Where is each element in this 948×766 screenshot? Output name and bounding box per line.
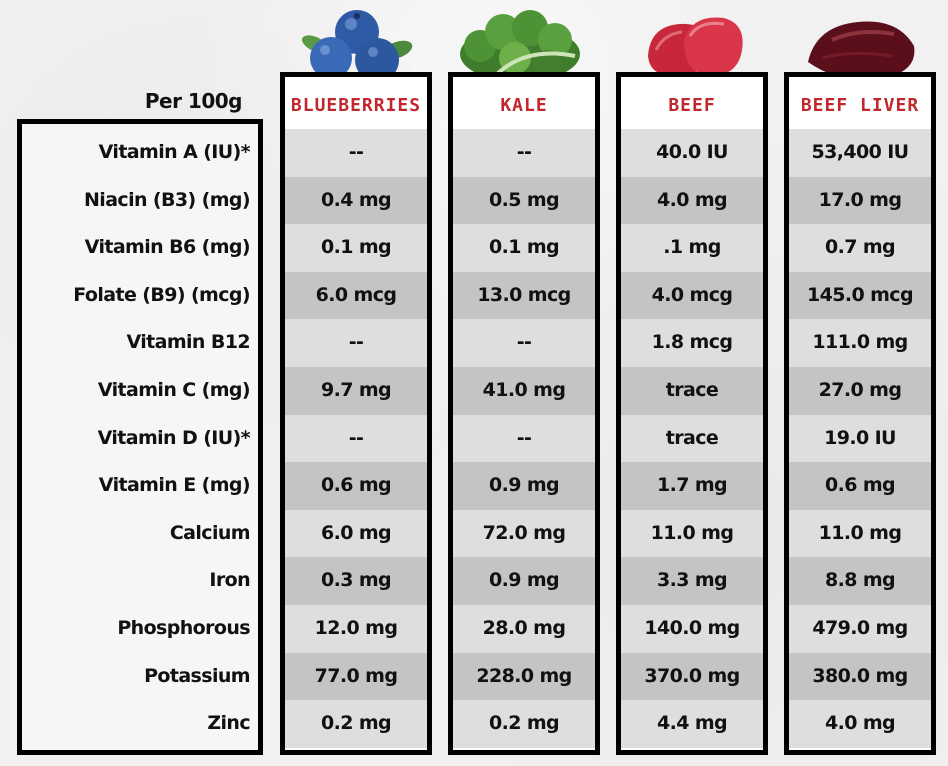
value-cell: 479.0 mg: [789, 605, 931, 653]
value-cell: --: [285, 319, 427, 367]
value-cell: 4.4 mg: [621, 700, 763, 748]
value-cell: trace: [621, 367, 763, 415]
value-cell: 11.0 mg: [789, 509, 931, 558]
value-cell: 0.5 mg: [453, 176, 595, 225]
nutrient-label: Vitamin A (IU)*: [98, 141, 251, 163]
value-cell: 1.8 mcg: [621, 319, 763, 367]
value-cell: 77.0 mg: [285, 652, 427, 701]
value-cell: 9.7 mg: [285, 367, 427, 415]
value-cell: 3.3 mg: [621, 557, 763, 605]
value-cell: 1.7 mg: [621, 462, 763, 510]
value-cell: 380.0 mg: [789, 652, 931, 701]
value-cell: 0.4 mg: [285, 176, 427, 225]
value-cell: 19.0 IU: [789, 414, 931, 463]
value-cell: 12.0 mg: [285, 605, 427, 653]
food-column-beef-liver: BEEF LIVER 53,400 IU 17.0 mg 0.7 mg 145.…: [784, 72, 936, 755]
nutrient-label: Vitamin B6 (mg): [84, 236, 251, 259]
value-cell: 0.1 mg: [453, 224, 595, 272]
food-header: BEEF LIVER: [800, 95, 920, 116]
nutrient-label: Potassium: [144, 664, 251, 687]
food-column-kale: KALE -- 0.5 mg 0.1 mg 13.0 mcg -- 41.0 m…: [448, 72, 600, 755]
value-cell: 40.0 IU: [621, 129, 763, 177]
value-cell: --: [453, 319, 595, 367]
value-cell: trace: [621, 414, 763, 463]
value-cell: --: [453, 414, 595, 463]
value-cell: 28.0 mg: [453, 605, 595, 653]
value-cell: .1 mg: [621, 224, 763, 272]
value-cell: --: [285, 129, 427, 177]
nutrient-label: Phosphorous: [117, 617, 250, 639]
value-cell: 0.2 mg: [453, 700, 595, 748]
food-header: BLUEBERRIES: [290, 95, 422, 116]
value-cell: 72.0 mg: [453, 509, 595, 558]
value-cell: --: [285, 414, 427, 463]
value-cell: 11.0 mg: [621, 509, 763, 558]
value-cell: 0.9 mg: [453, 462, 595, 510]
food-header: KALE: [500, 95, 548, 116]
nutrient-label: Vitamin B12: [126, 331, 250, 354]
nutrient-label: Calcium: [169, 521, 251, 544]
nutrient-label-column: Vitamin A (IU)* Niacin (B3) (mg) Vitamin…: [17, 119, 263, 755]
value-cell: 0.3 mg: [285, 557, 427, 605]
blueberries-icon: [301, 10, 413, 82]
value-cell: 140.0 mg: [621, 605, 763, 653]
value-cell: 13.0 mcg: [453, 271, 595, 320]
value-cell: 228.0 mg: [453, 652, 595, 701]
value-cell: 0.7 mg: [789, 224, 931, 272]
nutrient-label: Iron: [209, 569, 250, 592]
per-100g-label: Per 100g: [144, 89, 243, 113]
food-header: BEEF: [668, 95, 716, 116]
value-cell: 6.0 mg: [285, 509, 427, 558]
value-cell: 111.0 mg: [789, 319, 931, 367]
value-cell: 17.0 mg: [789, 176, 931, 225]
value-cell: 8.8 mg: [789, 557, 931, 605]
nutrient-label: Vitamin E (mg): [98, 474, 251, 497]
value-cell: 0.6 mg: [285, 462, 427, 510]
value-cell: 0.9 mg: [453, 557, 595, 605]
value-cell: 27.0 mg: [789, 367, 931, 415]
beef-liver-icon: [808, 21, 915, 80]
food-column-beef: BEEF 40.0 IU 4.0 mg .1 mg 4.0 mcg 1.8 mc…: [616, 72, 768, 755]
nutrient-label: Vitamin C (mg): [97, 379, 251, 401]
value-cell: 4.0 mcg: [621, 271, 763, 320]
food-column-blueberries: BLUEBERRIES -- 0.4 mg 0.1 mg 6.0 mcg -- …: [280, 72, 432, 755]
value-cell: 53,400 IU: [789, 129, 931, 177]
value-cell: 145.0 mcg: [789, 271, 931, 320]
value-cell: 370.0 mg: [621, 652, 763, 701]
value-cell: 0.1 mg: [285, 224, 427, 272]
beef-icon: [648, 17, 743, 77]
value-cell: 6.0 mcg: [285, 271, 427, 320]
value-cell: 0.6 mg: [789, 462, 931, 510]
value-cell: 4.0 mg: [621, 176, 763, 225]
nutrient-label: Folate (B9) (mcg): [73, 283, 250, 306]
value-cell: 41.0 mg: [453, 367, 595, 415]
value-cell: --: [453, 129, 595, 177]
nutrient-label: Zinc: [207, 712, 250, 735]
kale-icon: [460, 10, 580, 82]
value-cell: 0.2 mg: [285, 700, 427, 748]
nutrient-label: Vitamin D (IU)*: [97, 426, 251, 449]
nutrient-label: Niacin (B3) (mg): [83, 188, 251, 211]
value-cell: 4.0 mg: [789, 700, 931, 748]
